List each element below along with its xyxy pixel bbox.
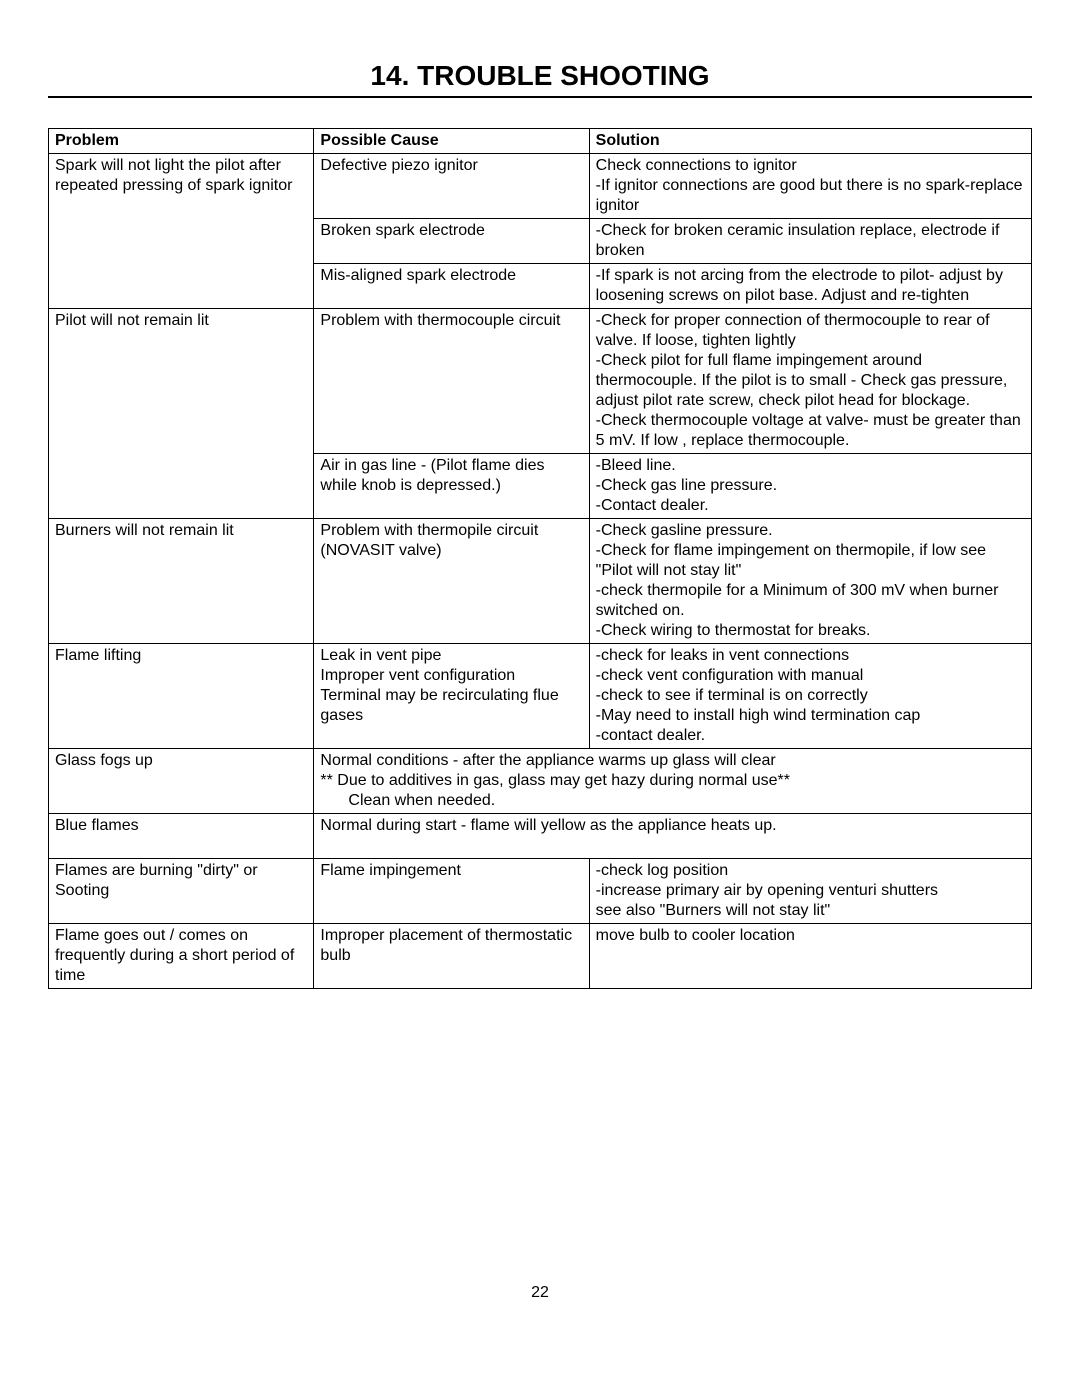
troubleshooting-table: Problem Possible Cause Solution Spark wi…	[48, 128, 1032, 989]
cell-problem: Flames are burning "dirty" or Sooting	[49, 859, 314, 924]
cell-problem: Flame goes out / comes on frequently dur…	[49, 924, 314, 989]
header-solution: Solution	[589, 129, 1031, 154]
cell-cause: Leak in vent pipeImproper vent configura…	[314, 644, 589, 749]
cell-solution: -check log position-increase primary air…	[589, 859, 1031, 924]
cell-solution: -check for leaks in vent connections-che…	[589, 644, 1031, 749]
cell-cause: Mis-aligned spark electrode	[314, 264, 589, 309]
cell-cause: Problem with thermocouple circuit	[314, 309, 589, 454]
cell-problem: Blue flames	[49, 814, 314, 859]
cell-solution: -Bleed line.-Check gas line pressure.-Co…	[589, 454, 1031, 519]
cell-solution: Check connections to ignitor-If ignitor …	[589, 154, 1031, 219]
cell-cause: Flame impingement	[314, 859, 589, 924]
cell-solution: -Check gasline pressure.-Check for flame…	[589, 519, 1031, 644]
cell-merged: Normal conditions - after the appliance …	[314, 749, 1032, 814]
cell-cause: Improper placement of thermostatic bulb	[314, 924, 589, 989]
table-body: Spark will not light the pilot after rep…	[49, 154, 1032, 989]
page-title: 14. TROUBLE SHOOTING	[48, 60, 1032, 98]
table-row: Spark will not light the pilot after rep…	[49, 154, 1032, 219]
page-number: 22	[0, 1284, 1080, 1302]
table-row: Burners will not remain litProblem with …	[49, 519, 1032, 644]
cell-solution: move bulb to cooler location	[589, 924, 1031, 989]
cell-cause: Problem with thermopile circuit (NOVASIT…	[314, 519, 589, 644]
cell-merged: Normal during start - flame will yellow …	[314, 814, 1032, 859]
cell-solution: -If spark is not arcing from the electro…	[589, 264, 1031, 309]
cell-solution: -Check for broken ceramic insulation rep…	[589, 219, 1031, 264]
table-row: Pilot will not remain litProblem with th…	[49, 309, 1032, 454]
cell-cause: Defective piezo ignitor	[314, 154, 589, 219]
table-row: Glass fogs upNormal conditions - after t…	[49, 749, 1032, 814]
cell-problem: Glass fogs up	[49, 749, 314, 814]
header-cause: Possible Cause	[314, 129, 589, 154]
cell-cause: Broken spark electrode	[314, 219, 589, 264]
table-row: Flames are burning "dirty" or SootingFla…	[49, 859, 1032, 924]
cell-solution: -Check for proper connection of thermoco…	[589, 309, 1031, 454]
cell-cause: Air in gas line - (Pilot flame dies whil…	[314, 454, 589, 519]
cell-problem: Pilot will not remain lit	[49, 309, 314, 519]
table-row: Blue flamesNormal during start - flame w…	[49, 814, 1032, 859]
table-row: Flame goes out / comes on frequently dur…	[49, 924, 1032, 989]
cell-problem: Burners will not remain lit	[49, 519, 314, 644]
page-container: 14. TROUBLE SHOOTING Problem Possible Ca…	[0, 0, 1080, 1397]
cell-problem: Spark will not light the pilot after rep…	[49, 154, 314, 309]
table-header-row: Problem Possible Cause Solution	[49, 129, 1032, 154]
cell-problem: Flame lifting	[49, 644, 314, 749]
header-problem: Problem	[49, 129, 314, 154]
table-row: Flame liftingLeak in vent pipeImproper v…	[49, 644, 1032, 749]
